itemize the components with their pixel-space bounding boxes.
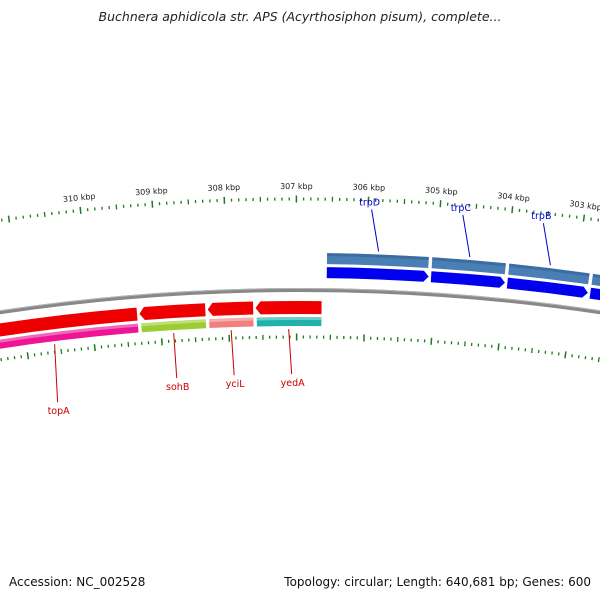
reverse-strand-genes bbox=[0, 300, 322, 351]
topology-summary: Topology: circular; Length: 640,681 bp; … bbox=[284, 575, 591, 589]
reverse-gene[interactable] bbox=[0, 307, 139, 351]
gene-label-topA[interactable]: topA bbox=[48, 406, 71, 417]
tick-label: 309 kbp bbox=[135, 186, 168, 197]
upper-major-tick bbox=[79, 206, 82, 214]
gene-label-sohB[interactable]: sohB bbox=[166, 382, 189, 393]
reverse-gene[interactable] bbox=[207, 301, 254, 329]
forward-gene[interactable] bbox=[430, 257, 506, 288]
gene-label-yciL[interactable]: yciL bbox=[226, 379, 245, 390]
scale-tick-labels: 310 kbp 309 kbp 308 kbp 307 kbp 306 kbp 305 k… bbox=[63, 182, 600, 212]
forward-gene[interactable] bbox=[506, 263, 590, 298]
tick-label: 310 kbp bbox=[63, 192, 96, 204]
upper-major-tick bbox=[582, 214, 586, 222]
lower-minor-tick bbox=[597, 357, 600, 363]
reverse-gene[interactable] bbox=[139, 303, 207, 333]
forward-strand-genes bbox=[326, 253, 600, 304]
tick-label: 308 kbp bbox=[207, 183, 240, 193]
gene-label-yedA[interactable]: yedA bbox=[281, 378, 305, 389]
upper-tick-ring bbox=[0, 195, 600, 223]
lower-major-tick bbox=[26, 352, 30, 360]
lower-minor-tick bbox=[531, 348, 533, 354]
forward-gene[interactable] bbox=[589, 273, 600, 304]
tick-label: 303 kbp bbox=[569, 199, 600, 212]
gene-label-trpD[interactable]: trpD bbox=[359, 197, 380, 208]
tick-label: 305 kbp bbox=[425, 186, 458, 197]
upper-minor-tick bbox=[547, 211, 550, 217]
lower-major-tick bbox=[93, 344, 96, 352]
forward-gene[interactable] bbox=[326, 253, 429, 282]
upper-major-tick bbox=[511, 206, 514, 214]
map-title: Buchnera aphidicola str. APS (Acyrthosip… bbox=[98, 9, 502, 24]
lower-major-tick bbox=[564, 351, 567, 359]
genome-backbone bbox=[0, 287, 600, 315]
tick-label: 307 kbp bbox=[280, 182, 313, 191]
lower-minor-tick bbox=[60, 348, 63, 354]
tick-label: 304 kbp bbox=[497, 191, 530, 203]
tick-label: 306 kbp bbox=[352, 183, 385, 193]
upper-major-tick bbox=[7, 215, 11, 223]
gene-labels: trpD trpC trpB topA sohB yciL yedA bbox=[48, 197, 552, 417]
upper-minor-tick bbox=[43, 211, 46, 217]
reverse-gene[interactable] bbox=[255, 300, 322, 327]
lower-tick-ring bbox=[0, 333, 600, 363]
lower-major-tick bbox=[497, 343, 500, 351]
gene-label-trpC[interactable]: trpC bbox=[451, 203, 472, 214]
accession-text: Accession: NC_002528 bbox=[9, 575, 146, 589]
gene-label-trpB[interactable]: trpB bbox=[531, 211, 551, 222]
